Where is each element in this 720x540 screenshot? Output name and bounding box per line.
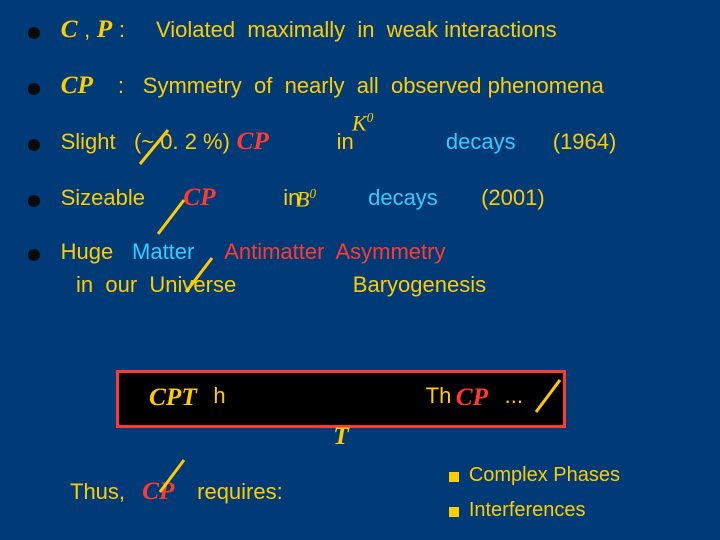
sym-cpt: CPT [149,383,197,412]
sym-cp-box: CP [456,383,488,412]
box-text-h: h [201,383,225,412]
bullet-row-1: C , P : Violated maximally in weak inter… [28,12,692,46]
comma: , [84,15,90,45]
square-bullet-icon [449,472,459,482]
req-text-2: Interferences [469,499,586,522]
text-symmetry: Symmetry of nearly all observed phenomen… [131,71,604,101]
square-bullet-icon [449,507,459,517]
colon: : [119,15,125,45]
text-year-1964: (1964) [522,127,616,157]
text-in: in [275,127,353,157]
text-baryo: Baryogenesis [243,270,486,300]
text-decays: decays [360,127,515,157]
text-universe: in our Universe [76,270,236,300]
box-text-th: Th [426,383,452,412]
colon: : [100,71,124,101]
text-in: in [222,183,300,213]
bullet-dot-icon [28,27,40,39]
sym-cp-red: CP [237,124,269,158]
text-decays: decays [307,183,438,213]
sym-cp: CP [61,68,93,102]
text-thus: Thus, [70,479,125,505]
sym-cp-red: CP [152,180,216,214]
text-matter: Matter [120,237,195,267]
highlight-box: CPT h Th CP ... T [116,370,566,428]
text-weak: Violated maximally in weak interactions [132,15,557,45]
bullet-row-4: Sizeable CP in decays (2001) [28,180,692,214]
overlay-k0-text: K [352,110,367,135]
sym-t: T [333,422,348,450]
overlay-k0: K0 [352,110,373,136]
sym-cp-req: CP [129,477,174,506]
req-item-2: Interferences [449,499,620,522]
overlay-b0-text: B [296,186,309,211]
text-year-2001: (2001) [444,183,544,213]
bullet-row-2: CP : Symmetry of nearly all observed phe… [28,68,692,102]
requires-list: Complex Phases Interferences [449,452,620,522]
sym-c: C [61,12,78,46]
text-slight: Slight (~ 0. 2 %) [61,127,230,157]
overlay-b0-sup: 0 [309,186,316,201]
req-text-1: Complex Phases [469,464,620,487]
sym-p: P [97,12,112,46]
bullet-dot-icon [28,249,40,261]
bullet-dot-icon [28,83,40,95]
bullet-row-5: Huge Matter Antimatter Asymmetry in our … [28,237,692,300]
text-antimatter: Antimatter Asymmetry [201,237,446,267]
text-sizeable: Sizeable [61,183,145,213]
box-dots: ... [492,383,523,412]
overlay-b0: B0 [296,186,316,212]
req-item-1: Complex Phases [449,464,620,487]
overlay-k0-sup: 0 [367,110,374,125]
text-huge: Huge [61,237,114,267]
bullet-dot-icon [28,195,40,207]
bullet-dot-icon [28,139,40,151]
text-requires: requires: [179,479,283,505]
